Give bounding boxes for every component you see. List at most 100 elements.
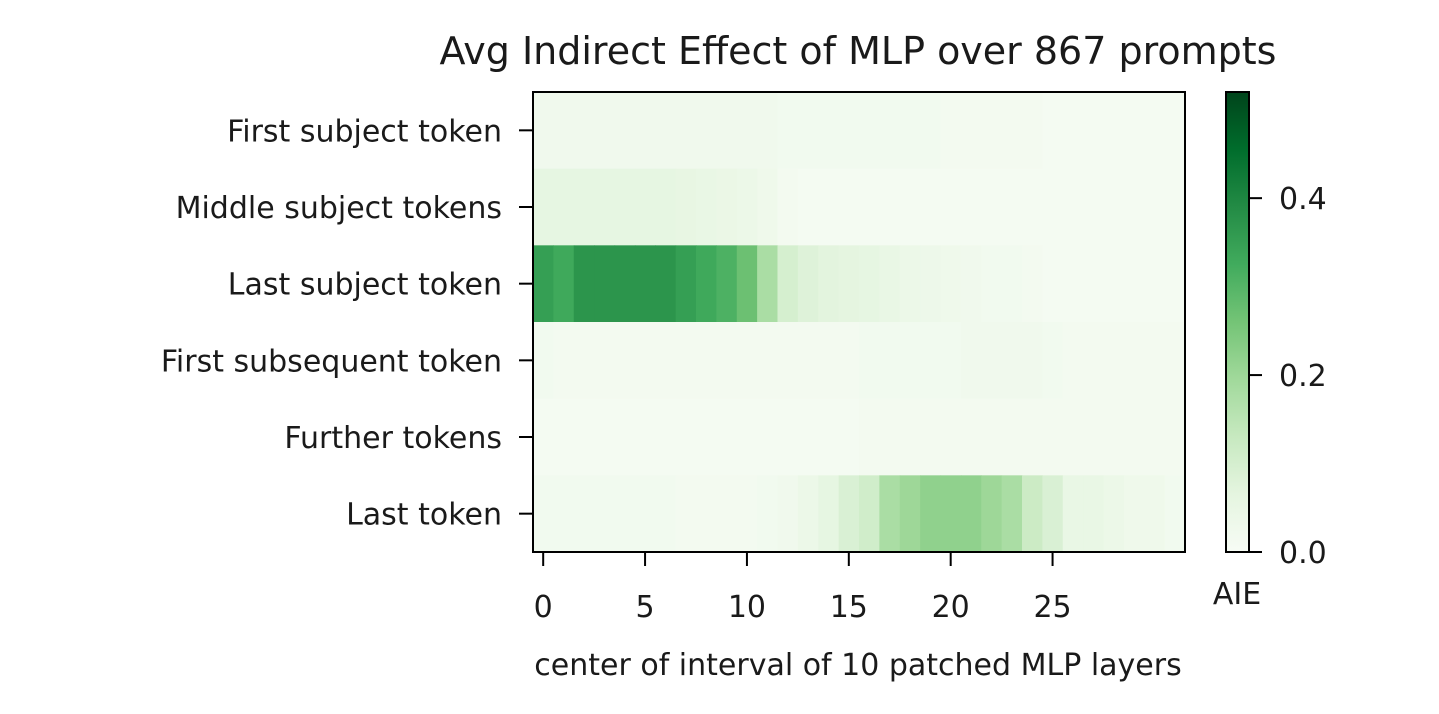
x-tick-label: 25 [1033,590,1071,625]
heatmap-cell [573,168,595,246]
heatmap-cell [533,168,554,246]
heatmap-cell [736,322,758,400]
heatmap-cell [1083,168,1105,246]
plot-frame [532,91,1186,553]
heatmap-cell [899,92,921,170]
heatmap-cell [1083,398,1105,476]
heatmap-cell [533,475,554,553]
heatmap-cell [940,245,962,323]
heatmap-cell [614,475,636,553]
heatmap-cell [655,245,677,323]
heatmap-cell [533,398,554,476]
heatmap-cell [1103,245,1125,323]
heatmap-cell [1083,475,1105,553]
heatmap-cell [1123,475,1145,553]
heatmap-cell [838,398,860,476]
heatmap-cell [573,475,595,553]
heatmap-cell [716,322,738,400]
heatmap-cell [797,245,819,323]
heatmap-cell [736,168,758,246]
heatmap-cell [859,398,880,476]
heatmap-cell [675,92,697,170]
heatmap-cell [716,168,738,246]
heatmap-cell [1144,92,1166,170]
heatmap-cell [1164,168,1186,246]
heatmap-cell [696,475,717,553]
heatmap-cell [614,168,636,246]
heatmap-cell [899,245,921,323]
heatmap-cell [696,322,717,400]
heatmap-cell [655,168,677,246]
heatmap-cell [736,92,758,170]
heatmap-cell [1042,398,1064,476]
y-tick-label: First subject token [227,114,502,149]
heatmap-cell [960,398,982,476]
heatmap-cell [777,92,799,170]
heatmap-cell [920,398,942,476]
heatmap-cell [981,322,1003,400]
heatmap-cell [899,322,921,400]
heatmap-cell [1022,322,1043,400]
heatmap-cell [1062,475,1084,553]
heatmap-cell [736,398,758,476]
heatmap-cell [1022,92,1043,170]
heatmap-cell [879,245,901,323]
x-tick-label: 15 [830,590,868,625]
heatmap-cell [1103,92,1125,170]
colorbar-tick-label: 0.4 [1279,182,1327,217]
x-tick-label: 5 [636,590,655,625]
heatmap-cell [573,92,595,170]
x-axis-label: center of interval of 10 patched MLP lay… [534,648,1181,683]
heatmap-cell [594,168,616,246]
heatmap-cell [1144,475,1166,553]
heatmap-cell [960,245,982,323]
colorbar-ticks: 0.0 0.2 0.4 [1249,182,1327,571]
heatmap-cell [1144,168,1166,246]
x-tick-label: 10 [728,590,766,625]
heatmap-cell [1062,168,1084,246]
heatmap-cell [940,168,962,246]
heatmap-cell [594,322,616,400]
heatmap-cell [920,168,942,246]
y-tick-label: Last subject token [228,268,502,303]
heatmap-cell [981,92,1003,170]
heatmap-cell [757,245,779,323]
heatmap-cell [655,398,677,476]
heatmap-cell [1062,398,1084,476]
heatmap-cell [1144,245,1166,323]
heatmap-cell [1083,322,1105,400]
heatmap-cell [594,475,616,553]
heatmap-cell [1042,322,1064,400]
heatmap-cell [818,168,840,246]
heatmap-cell [1144,322,1166,400]
heatmap-cell [1062,245,1084,323]
heatmap-cell [757,475,779,553]
heatmap-cell [1123,398,1145,476]
heatmap-cell [696,245,717,323]
heatmap-cell [1164,322,1186,400]
colorbar-tick-label: 0.0 [1279,536,1327,571]
heatmap-cell [675,475,697,553]
heatmap-cell [553,245,575,323]
heatmap-cell [716,245,738,323]
heatmap-cell [920,475,942,553]
heatmap-cell [757,322,779,400]
heatmap-cell [1164,245,1186,323]
heatmap-cell [553,398,575,476]
heatmap-cell [920,245,942,323]
heatmap-cell [675,322,697,400]
heatmap-cell [1001,92,1023,170]
heatmap-cell [797,92,819,170]
heatmap-cell [614,322,636,400]
heatmap-cell [696,398,717,476]
heatmap-cell [716,475,738,553]
heatmap-cell [1164,475,1186,553]
heatmap-cell [757,92,779,170]
heatmap-cell [899,168,921,246]
heatmap-cell [879,475,901,553]
heatmap-cell [1103,322,1125,400]
heatmap-cell [797,398,819,476]
heatmap-cell [655,92,677,170]
heatmap-cell [553,168,575,246]
heatmap-cell [981,475,1003,553]
